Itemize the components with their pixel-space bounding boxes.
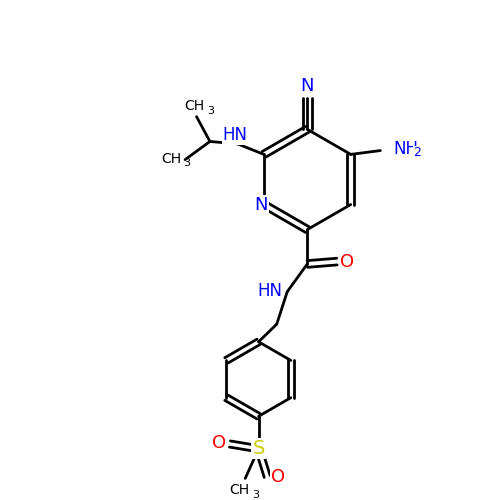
Text: N: N <box>254 196 268 214</box>
Text: HN: HN <box>258 282 282 300</box>
Text: CH: CH <box>230 484 250 498</box>
Text: N: N <box>300 78 314 96</box>
Text: 3: 3 <box>182 158 190 168</box>
Text: CH: CH <box>184 99 204 113</box>
Text: O: O <box>212 434 226 452</box>
Text: CH: CH <box>162 152 182 166</box>
Text: HN: HN <box>222 126 248 144</box>
Text: 3: 3 <box>207 106 214 116</box>
Text: S: S <box>252 440 265 458</box>
Text: NH: NH <box>394 140 418 158</box>
Text: O: O <box>340 252 354 270</box>
Text: O: O <box>270 468 285 486</box>
Text: 3: 3 <box>252 490 259 500</box>
Text: 2: 2 <box>413 146 420 160</box>
